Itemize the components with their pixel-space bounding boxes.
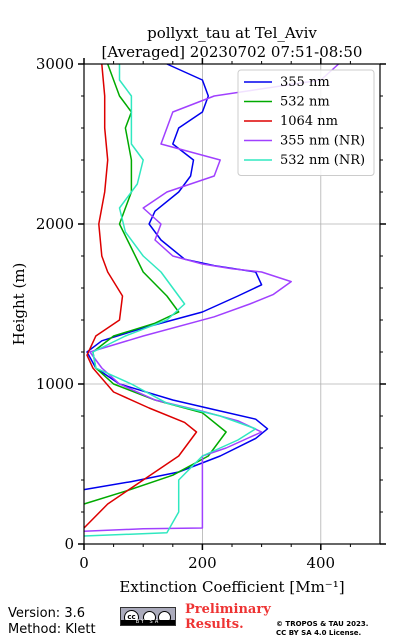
legend-label: 355 nm (NR) bbox=[280, 134, 365, 149]
series-line-0 bbox=[83, 63, 269, 491]
chart-title: pollyxt_tau at Tel_Aviv bbox=[147, 24, 317, 42]
series-line-4 bbox=[83, 64, 257, 537]
axes: 0 1000 2000 3000 0 200 400 bbox=[36, 55, 386, 572]
y-tick-label: 2000 bbox=[36, 215, 74, 233]
legend: 355 nm 532 nm 1064 nm 355 nm (NR) 532 nm (NR… bbox=[237, 69, 375, 176]
x-tick-label: 200 bbox=[188, 554, 217, 572]
cc-license-logo: cc BY SA bbox=[120, 607, 176, 626]
footer-info: Version: 3.6 Method: Klett bbox=[8, 606, 96, 638]
legend-label: 1064 nm bbox=[280, 114, 338, 129]
legend-label: 532 nm bbox=[280, 95, 330, 110]
series-line-2 bbox=[83, 63, 198, 529]
extinction-profile-chart: 0 1000 2000 3000 0 200 400 pollyxt_tau at Tel_… bbox=[10, 24, 386, 596]
y-axis-label: Height (m) bbox=[10, 263, 28, 346]
preliminary-notice: Preliminary Results. bbox=[185, 602, 271, 632]
series-line-1 bbox=[83, 63, 227, 505]
x-axis-label: Extinction Coefficient [Mm⁻¹] bbox=[119, 578, 344, 596]
x-tick-label: 400 bbox=[306, 554, 335, 572]
series-line-3 bbox=[83, 63, 340, 532]
y-tick-label: 3000 bbox=[36, 55, 74, 73]
chart-subtitle: [Averaged] 20230702 07:51-08:50 bbox=[102, 43, 363, 61]
y-tick-label: 0 bbox=[64, 535, 74, 553]
legend-label: 532 nm (NR) bbox=[280, 153, 365, 168]
legend-box bbox=[237, 69, 375, 176]
y-tick-label: 1000 bbox=[36, 375, 74, 393]
version-text: Version: 3.6 bbox=[8, 606, 85, 621]
series-lines bbox=[83, 63, 340, 537]
license-text: © TROPOS & TAU 2023. CC BY SA 4.0 Licens… bbox=[276, 620, 369, 637]
legend-label: 355 nm bbox=[280, 75, 330, 90]
x-tick-label: 0 bbox=[79, 554, 89, 572]
method-text: Method: Klett bbox=[8, 622, 96, 637]
